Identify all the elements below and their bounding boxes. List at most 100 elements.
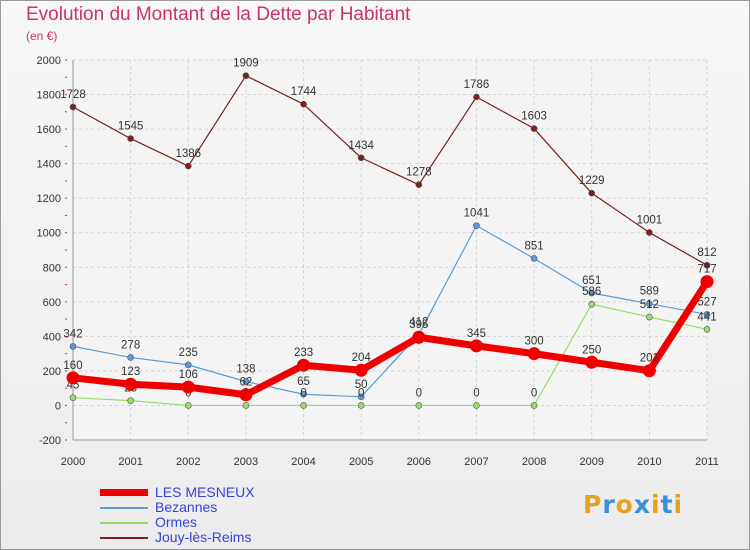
data-point	[297, 358, 311, 372]
data-point	[412, 330, 426, 344]
data-label: 395	[409, 319, 428, 331]
data-point	[357, 402, 365, 409]
legend-item-bezannes: Bezannes	[100, 499, 360, 515]
data-label: 278	[121, 339, 140, 351]
y-tick-label: 800	[43, 262, 61, 274]
data-point	[415, 181, 423, 189]
data-label: 1545	[118, 121, 144, 133]
data-point	[527, 347, 541, 361]
data-label: 1786	[464, 79, 490, 91]
data-label: 50	[355, 379, 368, 391]
data-point	[124, 377, 138, 391]
data-point	[66, 371, 80, 385]
legend-label: LES MESNEUX	[155, 484, 255, 500]
logo-letter: t	[660, 490, 674, 519]
y-tick-label: 1000	[37, 228, 61, 240]
series-line	[72, 225, 708, 398]
data-label: 717	[697, 264, 716, 276]
data-point	[703, 325, 711, 333]
y-tick-label: 400	[43, 331, 61, 343]
data-point	[415, 402, 423, 409]
proxiti-logo: Proxiti	[583, 490, 683, 519]
data-label: 123	[121, 366, 140, 378]
data-point	[69, 103, 77, 111]
data-label: 0	[358, 387, 364, 399]
y-tick-label: -200	[39, 435, 61, 447]
x-tick-label: 2002	[176, 456, 200, 468]
data-label: 0	[416, 387, 422, 399]
x-tick-label: 2004	[291, 456, 315, 468]
series-line	[69, 278, 711, 399]
logo-letter: P	[583, 490, 603, 519]
data-label: 0	[473, 387, 479, 399]
chart-subtitle: (en €)	[26, 29, 58, 43]
data-label: 527	[697, 296, 716, 308]
data-point	[588, 189, 596, 197]
x-tick-label: 2001	[118, 456, 142, 468]
data-point	[473, 402, 480, 409]
legend-swatch-ormes	[100, 522, 148, 524]
data-label: 1434	[348, 140, 374, 152]
chart-legend: LES MESNEUX Bezannes Ormes Jouy-lès-Reim…	[100, 484, 360, 545]
data-label: 1278	[406, 167, 432, 179]
data-point	[642, 364, 656, 378]
data-point	[646, 300, 653, 308]
data-label: 233	[294, 347, 313, 359]
x-tick-label: 2007	[464, 456, 488, 468]
data-label: 1744	[291, 86, 317, 98]
x-tick-label: 2006	[407, 456, 431, 468]
data-point	[703, 261, 711, 269]
data-label: 0	[300, 387, 306, 399]
data-label: 160	[63, 360, 82, 372]
data-point	[530, 255, 538, 262]
data-point	[181, 380, 195, 394]
data-label: 1728	[60, 89, 86, 101]
data-label: 250	[582, 344, 601, 356]
data-label: 345	[467, 328, 486, 340]
logo-letter: r	[602, 490, 616, 519]
y-tick-label: 600	[43, 297, 61, 309]
x-tick-label: 2010	[637, 456, 661, 468]
data-label: 812	[697, 247, 716, 259]
series-line	[72, 75, 708, 266]
chart-title: Evolution du Montant de la Dette par Hab…	[26, 4, 411, 25]
data-point	[357, 393, 365, 401]
data-point	[530, 402, 538, 409]
data-label: 589	[640, 286, 659, 298]
data-point	[473, 93, 480, 101]
legend-label: Bezannes	[155, 499, 218, 515]
data-point	[646, 313, 653, 321]
y-tick-label: 200	[43, 366, 61, 378]
x-tick-label: 2009	[579, 456, 603, 468]
data-label: 65	[297, 376, 310, 388]
data-label: 62	[240, 377, 253, 389]
legend-swatch-les-mesneux	[100, 489, 148, 496]
data-label: 1386	[175, 148, 201, 160]
data-point	[354, 363, 368, 377]
data-label: 1909	[233, 58, 259, 70]
data-point	[127, 354, 134, 361]
data-label: 851	[524, 240, 543, 252]
data-point	[473, 222, 480, 229]
data-point	[127, 397, 134, 404]
data-point	[530, 125, 538, 132]
data-point	[585, 355, 599, 369]
series-line	[72, 303, 708, 407]
x-tick-label: 2003	[234, 456, 258, 468]
data-label: 1001	[637, 215, 663, 227]
data-point	[300, 100, 307, 108]
data-label: 0	[531, 387, 537, 399]
data-label: 586	[582, 286, 601, 298]
data-label: 106	[179, 369, 198, 381]
plot-area	[73, 60, 707, 440]
data-point	[300, 390, 307, 398]
y-tick-label: 2000	[37, 55, 61, 67]
data-label: 1041	[464, 208, 490, 220]
logo-letter: i	[651, 490, 661, 519]
data-point	[700, 275, 714, 289]
x-tick-label: 2005	[349, 456, 373, 468]
logo-letter: o	[615, 490, 634, 519]
y-tick-label: 1600	[37, 124, 61, 136]
legend-swatch-bezannes	[100, 507, 148, 509]
